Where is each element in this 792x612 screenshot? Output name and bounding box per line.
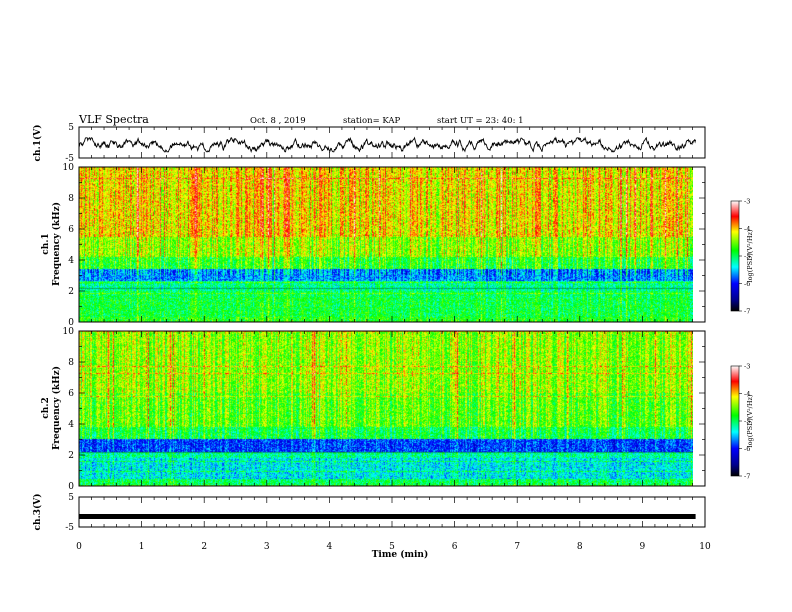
x-tick-label: 1 (139, 542, 145, 552)
ch2-frequency-ylabel: Frequency (kHz) (51, 366, 62, 450)
x-tick-label: 2 (201, 542, 207, 552)
ch2-colorbar-label: log(PSD)(V²/Hz) (746, 394, 754, 447)
colorbar-tick-label: -4 (744, 225, 750, 233)
colorbar-tick-label: -3 (744, 363, 750, 371)
y-tick-label: 8 (68, 194, 74, 204)
y-tick-label: 0 (68, 318, 74, 328)
y-tick-label: 2 (68, 451, 74, 461)
ch2-colorbar: -3 -4 -5 -6 -7 log(PSD)(V²/Hz) (730, 363, 754, 481)
ch3-waveform-ylabel: ch.3(V) (32, 494, 43, 531)
x-tick-label: 8 (577, 542, 583, 552)
ch1-waveform-trace (78, 136, 697, 154)
colorbar-tick-label: -7 (744, 308, 750, 316)
y-tick-label: 5 (68, 123, 74, 133)
x-tick-label: 9 (640, 542, 646, 552)
figure-title: VLF Spectra (78, 113, 149, 126)
ch2-channel-label: ch.2 (41, 397, 51, 418)
y-tick-label: -5 (65, 154, 74, 164)
y-tick-label: 6 (68, 389, 74, 399)
ch1-waveform-ylabel: ch.1(V) (32, 125, 43, 162)
station-label: station= KAP (343, 116, 401, 126)
ch1-spectrogram-image (79, 167, 693, 322)
ch1-colorbar: -3 -4 -5 -6 -7 log(PSD)(V²/Hz) (730, 198, 754, 316)
start-time-label: start UT = 23: 40: 1 (437, 116, 524, 126)
y-tick-label: 4 (68, 256, 74, 266)
y-tick-label: 2 (68, 287, 74, 297)
colorbar-tick-label: -7 (744, 473, 750, 481)
x-tick-label: 0 (76, 542, 82, 552)
x-tick-label: 7 (514, 542, 520, 552)
x-tick-labels: 0 1 2 3 4 5 6 7 8 9 10 (76, 542, 711, 552)
y-tick-label: 8 (68, 358, 74, 368)
x-tick-label: 5 (389, 542, 395, 552)
y-tick-label: 5 (68, 493, 74, 503)
ch1-colorbar-label: log(PSD)(V²/Hz) (746, 229, 754, 282)
ch2-spectrogram-image (79, 331, 693, 486)
colorbar-tick-label: -3 (744, 198, 750, 206)
colorbar-tick-label: -6 (744, 445, 750, 453)
y-tick-label: 10 (63, 327, 75, 337)
axis-ticks (78, 127, 706, 527)
x-tick-label: 3 (264, 542, 270, 552)
y-tick-label: 6 (68, 225, 74, 235)
colorbar-tick-label: -4 (744, 390, 750, 398)
y-tick-label: 0 (68, 482, 74, 492)
ch1-channel-label: ch.1 (41, 233, 51, 254)
ch2-colorbar-ticks: -3 -4 -5 -6 -7 (739, 363, 750, 481)
colorbar-tick-label: -6 (744, 280, 750, 288)
colorbar-tick-label: -5 (744, 253, 750, 261)
ch1-frequency-ylabel: Frequency (kHz) (51, 202, 62, 286)
ch1-colorbar-ramp (730, 200, 740, 312)
ch2-colorbar-ramp (730, 365, 740, 477)
y-tick-label: 10 (63, 163, 75, 173)
x-tick-label: 4 (327, 542, 333, 552)
date-label: Oct. 8 , 2019 (250, 116, 306, 126)
ch3-waveform-trace (79, 514, 696, 519)
colorbar-tick-label: -5 (744, 418, 750, 426)
y-tick-label: 4 (68, 420, 74, 430)
ch1-colorbar-ticks: -3 -4 -5 -6 -7 (739, 198, 750, 316)
x-axis-title: Time (min) (372, 549, 429, 560)
x-tick-label: 10 (699, 542, 711, 552)
x-tick-label: 6 (452, 542, 458, 552)
y-tick-label: -5 (65, 523, 74, 533)
